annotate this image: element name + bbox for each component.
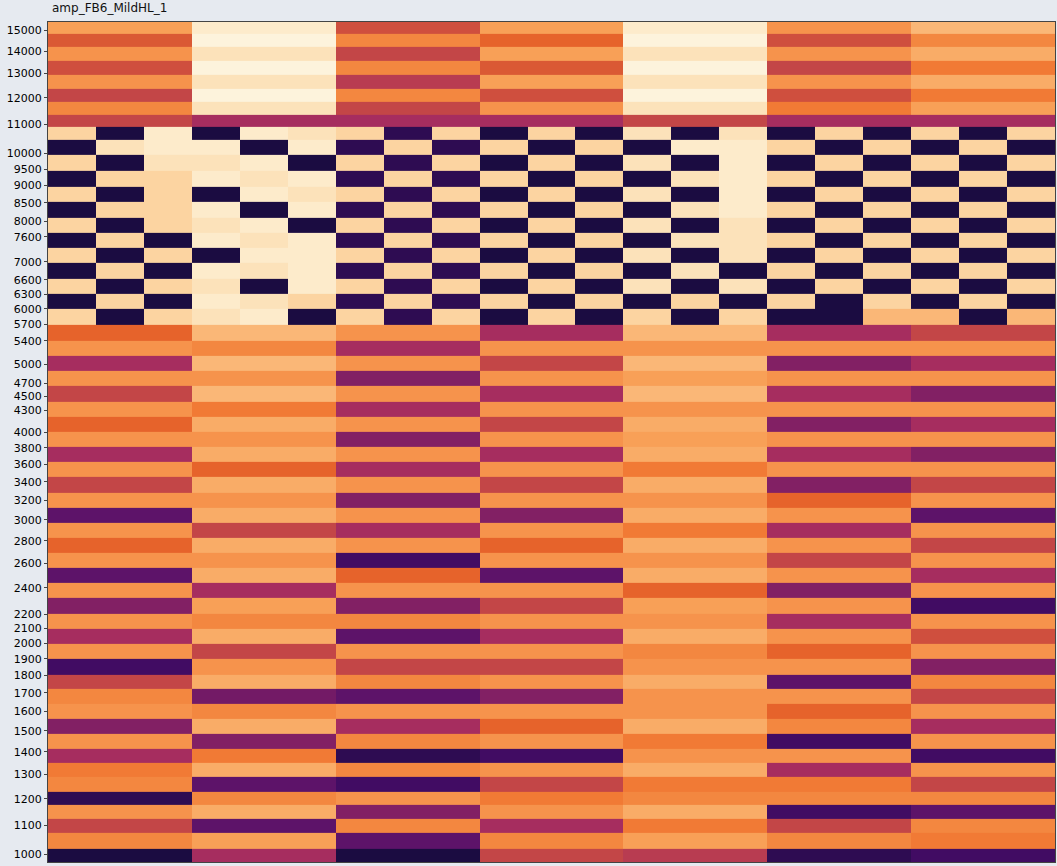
svg-text:2200: 2200 (14, 608, 42, 621)
svg-text:12000: 12000 (7, 92, 42, 105)
svg-text:14000: 14000 (7, 45, 42, 58)
svg-text:5400: 5400 (14, 335, 42, 348)
svg-text:2400: 2400 (14, 582, 42, 595)
svg-text:10000: 10000 (7, 147, 42, 160)
svg-text:5700: 5700 (14, 318, 42, 331)
svg-text:4000: 4000 (14, 426, 42, 439)
svg-text:2100: 2100 (14, 622, 42, 635)
svg-text:4700: 4700 (14, 377, 42, 390)
svg-text:1500: 1500 (14, 725, 42, 738)
svg-text:6600: 6600 (14, 274, 42, 287)
svg-text:1700: 1700 (14, 687, 42, 700)
svg-text:6000: 6000 (14, 303, 42, 316)
svg-text:15000: 15000 (7, 24, 42, 37)
svg-text:4500: 4500 (14, 390, 42, 403)
svg-text:9000: 9000 (14, 179, 42, 192)
svg-text:7000: 7000 (14, 256, 42, 269)
svg-text:4300: 4300 (14, 404, 42, 417)
svg-text:1600: 1600 (14, 705, 42, 718)
svg-text:1200: 1200 (14, 793, 42, 806)
svg-text:3800: 3800 (14, 442, 42, 455)
svg-text:11000: 11000 (7, 118, 42, 131)
svg-text:2000: 2000 (14, 637, 42, 650)
svg-text:3200: 3200 (14, 494, 42, 507)
svg-text:1000: 1000 (14, 848, 42, 861)
svg-text:1900: 1900 (14, 653, 42, 666)
svg-text:8000: 8000 (14, 215, 42, 228)
svg-text:3400: 3400 (14, 476, 42, 489)
svg-text:2800: 2800 (14, 535, 42, 548)
svg-text:7600: 7600 (14, 231, 42, 244)
svg-text:3000: 3000 (14, 514, 42, 527)
svg-text:1300: 1300 (14, 768, 42, 781)
svg-text:amp_FB6_MildHL_1: amp_FB6_MildHL_1 (52, 1, 167, 15)
svg-text:6300: 6300 (14, 288, 42, 301)
svg-text:8500: 8500 (14, 197, 42, 210)
svg-text:13000: 13000 (7, 67, 42, 80)
svg-text:5000: 5000 (14, 358, 42, 371)
svg-text:1800: 1800 (14, 669, 42, 682)
svg-text:1100: 1100 (14, 819, 42, 832)
svg-text:3600: 3600 (14, 458, 42, 471)
svg-text:2600: 2600 (14, 557, 42, 570)
svg-text:1400: 1400 (14, 746, 42, 759)
svg-text:9500: 9500 (14, 163, 42, 176)
